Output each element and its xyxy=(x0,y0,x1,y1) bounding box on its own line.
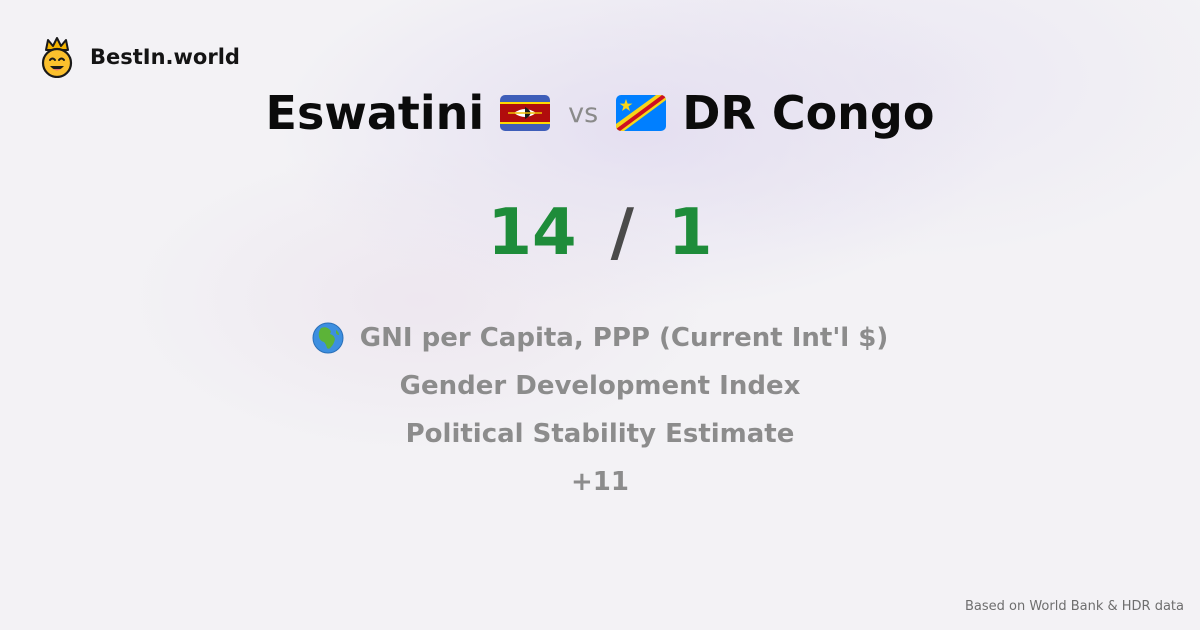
brand-name: BestIn.world xyxy=(90,45,240,69)
vs-label: vs xyxy=(568,97,599,129)
metric-item: GNI per Capita, PPP (Current Int'l $) xyxy=(312,314,888,362)
score-b: 1 xyxy=(667,196,713,270)
more-metrics-label: +11 xyxy=(571,467,629,497)
dr-congo-flag-icon xyxy=(616,95,667,131)
smiling-crown-face-icon xyxy=(41,37,73,78)
country-a-name: Eswatini xyxy=(265,86,485,140)
metric-label: Gender Development Index xyxy=(399,371,801,401)
metric-label: Political Stability Estimate xyxy=(405,419,795,449)
comparison-title: Eswatini vs DR Congo xyxy=(0,86,1200,140)
data-source-footer: Based on World Bank & HDR data xyxy=(964,599,1184,614)
metrics-list: GNI per Capita, PPP (Current Int'l $) Ge… xyxy=(0,314,1200,506)
score-a: 14 xyxy=(487,196,577,270)
score: 14 / 1 xyxy=(0,196,1200,270)
more-metrics-count: +11 xyxy=(571,458,629,506)
score-separator: / xyxy=(610,196,634,270)
globe-africa-icon xyxy=(312,322,344,354)
brand[interactable]: BestIn.world xyxy=(38,36,240,78)
metric-item: Gender Development Index xyxy=(400,362,801,410)
metric-item: Political Stability Estimate xyxy=(406,410,795,458)
country-b-name: DR Congo xyxy=(682,86,935,140)
eswatini-flag-icon xyxy=(500,95,551,131)
metric-label: GNI per Capita, PPP (Current Int'l $) xyxy=(359,323,889,353)
